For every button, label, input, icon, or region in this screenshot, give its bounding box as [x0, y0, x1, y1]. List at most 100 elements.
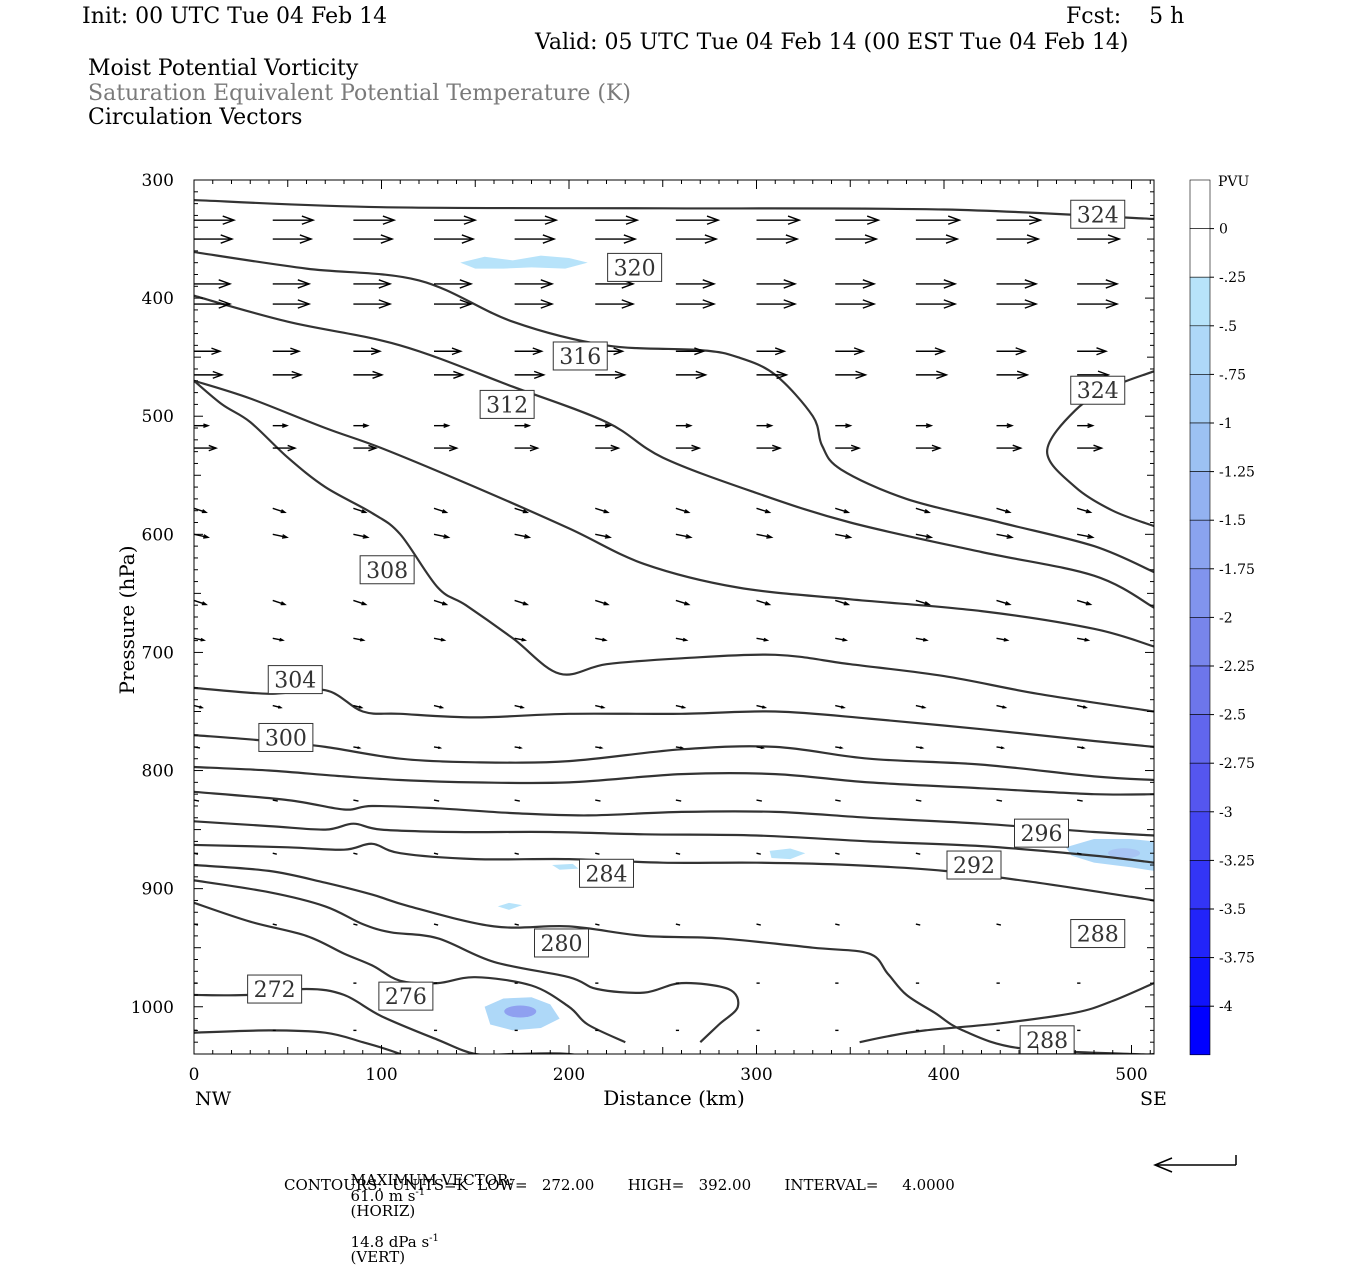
pv-core-low-level-2 — [1108, 848, 1140, 859]
contour-label-284: 284 — [586, 862, 628, 887]
vector-shaft — [272, 923, 277, 926]
vector-head — [936, 370, 949, 380]
contour-label-box — [359, 555, 415, 585]
vector-shaft — [996, 507, 1010, 514]
contour-label-box — [258, 722, 314, 752]
vector-head — [443, 534, 451, 539]
colorbar-cell — [1189, 471, 1211, 521]
vector-shaft — [996, 923, 1002, 926]
vector-shaft — [595, 852, 600, 855]
vector-head — [222, 215, 237, 225]
vector-shaft — [272, 799, 278, 802]
contour-line-320-2 — [194, 250, 1154, 574]
vector-shaft — [514, 923, 519, 926]
colorbar-label: 0 — [1219, 222, 1228, 238]
contour-line-292-11 — [194, 842, 1154, 902]
vector-head — [1012, 444, 1023, 452]
vector-head — [291, 370, 304, 379]
contour-label-box — [534, 928, 589, 958]
colorbar-cell — [1189, 422, 1211, 472]
vector-head — [203, 423, 211, 429]
vector-head — [625, 215, 640, 225]
x-tick-label: 200 — [553, 1065, 585, 1085]
vector-shaft — [514, 599, 528, 606]
vector-head — [297, 299, 312, 309]
field-title-vectors: Circulation Vectors — [88, 105, 303, 130]
colorbar-cell — [1189, 617, 1211, 667]
vector-head — [764, 509, 772, 514]
vector-head — [783, 299, 798, 309]
vector-head — [924, 601, 931, 606]
vector-head — [702, 279, 717, 289]
vector-head — [1105, 279, 1120, 289]
vector-head — [453, 370, 465, 379]
colorbar-cell — [1189, 762, 1211, 813]
vector-head — [1006, 423, 1014, 429]
vector-head — [1096, 347, 1109, 356]
vector-head — [760, 746, 765, 750]
colorbar-title: PVU — [1218, 174, 1250, 190]
vector-head — [359, 637, 366, 642]
vector-head — [290, 347, 302, 356]
vector-head — [604, 423, 612, 429]
vector-head — [299, 234, 314, 244]
vector-head — [382, 215, 397, 225]
contour-line-324-0 — [194, 198, 1154, 221]
vector-head — [691, 444, 702, 452]
vector-shaft — [433, 852, 439, 855]
vector-head — [1081, 746, 1086, 750]
vector-head — [684, 509, 691, 514]
max-vector-line: MAXIMUM VECTOR: 61.0 m s-1 (HORIZ) 14.8 … — [341, 1158, 514, 1265]
vector-shaft — [272, 533, 288, 539]
vector-head — [542, 234, 557, 244]
vector-shaft — [835, 599, 849, 606]
vector-head — [921, 705, 927, 709]
vector-head — [437, 746, 443, 750]
colorbar-label: -1.5 — [1219, 513, 1246, 529]
vector-head — [925, 533, 934, 539]
contour-label-box — [267, 665, 323, 695]
vector-head — [840, 705, 846, 709]
vector-shaft — [835, 799, 841, 802]
x-tick-label: 0 — [189, 1065, 200, 1085]
y-tick-label: 900 — [142, 880, 174, 900]
vector-shaft — [915, 507, 930, 514]
vector-shaft — [194, 599, 207, 606]
vector-head — [621, 299, 636, 309]
vector-shaft — [1076, 507, 1091, 514]
vector-head — [281, 534, 289, 539]
vector-head — [524, 423, 532, 429]
vector-head — [451, 347, 463, 356]
pv-region-small-2 — [497, 902, 523, 910]
colorbar-label: -3.75 — [1219, 951, 1255, 967]
vector-shaft — [272, 507, 286, 514]
colorbar-label: -.5 — [1219, 319, 1237, 335]
vector-head — [866, 215, 881, 225]
vector-head — [602, 637, 608, 642]
vector-head — [623, 234, 638, 244]
vector-head — [201, 509, 208, 514]
vector-head — [378, 279, 393, 289]
vector-head — [519, 705, 525, 709]
vector-head — [947, 215, 962, 225]
vector-head — [924, 509, 931, 514]
vector-shaft — [675, 507, 689, 514]
vector-shaft — [353, 852, 358, 855]
vector-head — [1093, 444, 1104, 452]
vector-head — [763, 637, 770, 642]
vector-head — [459, 299, 474, 309]
vector-shaft — [835, 507, 849, 514]
vector-head — [1000, 746, 1006, 750]
vector-shaft — [353, 507, 366, 514]
vector-head — [277, 705, 283, 709]
vector-head — [361, 601, 368, 606]
vector-head — [518, 746, 523, 750]
colorbar-label: -2 — [1219, 610, 1233, 626]
contour-labels: 324 324 320 316 312 308 304 300 296 292 288 288 284 2… — [247, 199, 1126, 1055]
vector-head — [603, 601, 610, 606]
colorbar-cell — [1189, 325, 1211, 375]
vector-head — [532, 347, 544, 356]
contour-label-box — [1070, 199, 1126, 229]
y-tick-label: 400 — [142, 289, 174, 309]
axes: 0 100 200 300 400 500 300 400 500 600 700 800 900 100… — [131, 171, 1154, 1085]
